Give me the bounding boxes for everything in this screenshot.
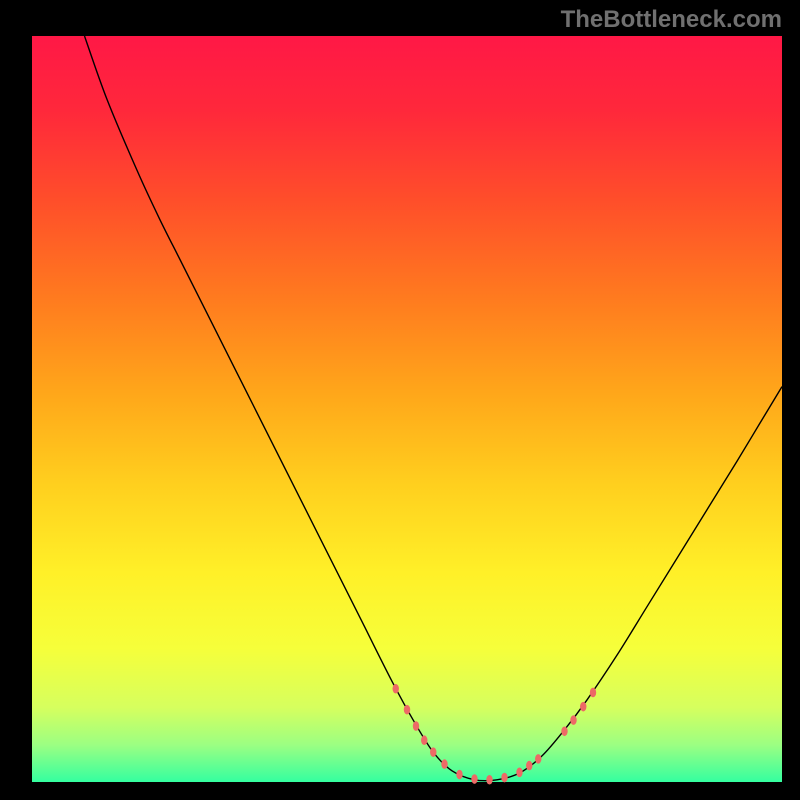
curve-marker xyxy=(421,735,427,745)
curve-marker xyxy=(561,726,567,736)
curve-marker xyxy=(501,773,507,783)
curve-marker xyxy=(441,759,447,769)
curve-marker xyxy=(526,761,532,771)
plot-background xyxy=(32,36,782,782)
chart-frame: TheBottleneck.com xyxy=(0,0,800,800)
curve-marker xyxy=(404,705,410,715)
curve-marker xyxy=(430,747,436,757)
curve-marker xyxy=(456,770,462,780)
curve-marker xyxy=(535,754,541,764)
curve-marker xyxy=(580,702,586,712)
curve-marker xyxy=(570,715,576,725)
curve-marker xyxy=(393,684,399,694)
curve-marker xyxy=(516,768,522,778)
bottleneck-curve-chart xyxy=(0,0,800,800)
curve-marker xyxy=(590,688,596,698)
curve-marker xyxy=(471,774,477,784)
curve-marker xyxy=(413,721,419,731)
curve-marker xyxy=(486,775,492,785)
